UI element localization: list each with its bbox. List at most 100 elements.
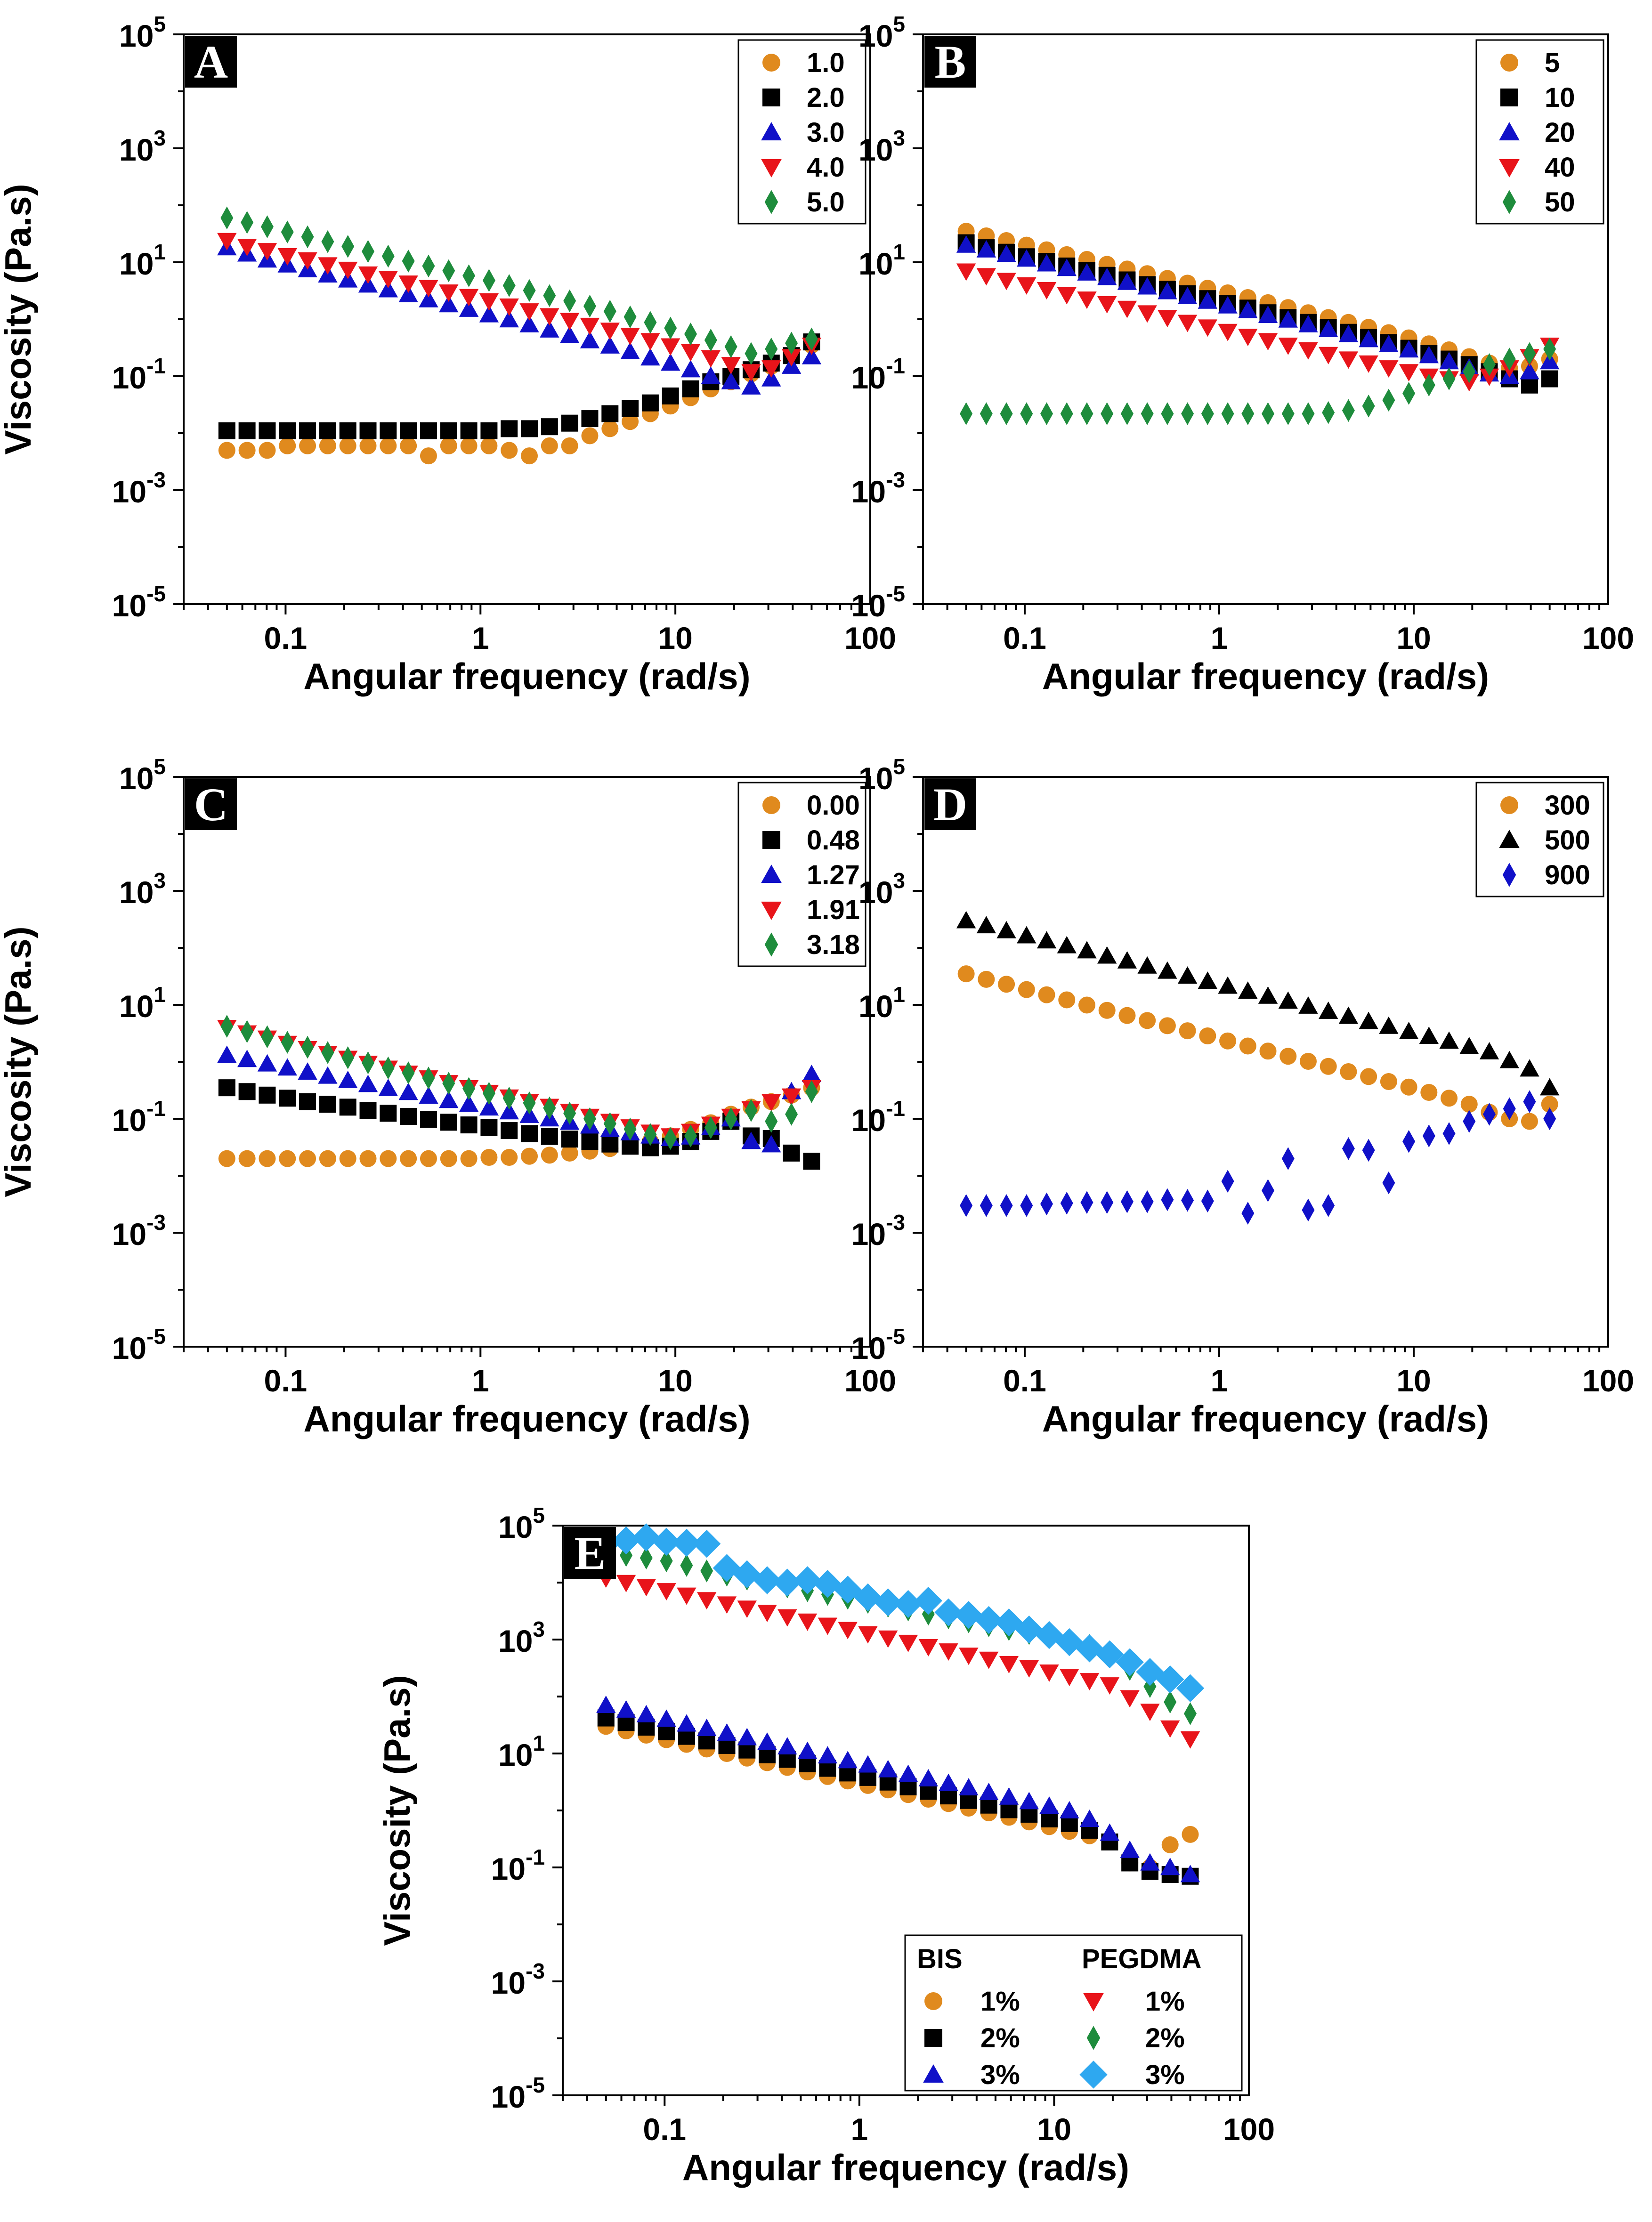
data-point <box>279 422 296 439</box>
data-point <box>279 1090 296 1107</box>
data-point <box>1040 1192 1053 1216</box>
data-point <box>596 1696 616 1713</box>
legend-box <box>737 782 866 967</box>
data-point <box>1318 1002 1338 1019</box>
data-point <box>460 437 478 454</box>
data-point <box>996 244 1016 262</box>
series-1 <box>956 911 1560 1096</box>
data-point <box>521 420 538 437</box>
data-point <box>1463 1110 1476 1133</box>
data-point <box>956 235 976 253</box>
data-point <box>1479 368 1499 386</box>
data-point <box>321 1041 334 1064</box>
legend-label: 2% <box>1145 2023 1185 2053</box>
legend-box <box>1475 39 1604 225</box>
data-point <box>1442 367 1456 390</box>
data-point <box>1077 941 1097 959</box>
data-point <box>894 1590 923 1618</box>
data-point <box>701 366 721 384</box>
data-point <box>1281 402 1295 425</box>
data-point <box>1179 1022 1196 1040</box>
data-point <box>1539 352 1560 370</box>
x-tick-label: 0.1 <box>643 2112 686 2147</box>
data-point <box>1020 1194 1033 1217</box>
data-point <box>299 1093 316 1110</box>
legend-marker <box>762 796 780 814</box>
data-point <box>378 271 398 289</box>
data-point <box>745 1099 758 1122</box>
data-point <box>480 422 498 439</box>
data-point <box>1075 1634 1104 1663</box>
y-tick-label: 101 <box>858 240 905 281</box>
data-point <box>999 1656 1019 1673</box>
y-tick-label: 101 <box>498 1731 545 1772</box>
data-point <box>624 305 637 329</box>
legend-label: 50 <box>1545 187 1575 218</box>
data-point <box>1400 1078 1417 1096</box>
data-point <box>1141 402 1154 425</box>
data-point <box>1298 315 1318 332</box>
panel-letter: B <box>935 36 966 88</box>
data-point <box>1079 1810 1100 1827</box>
data-point <box>218 442 235 459</box>
data-point <box>402 250 415 273</box>
data-point <box>600 323 620 340</box>
data-point <box>956 911 976 929</box>
data-point <box>641 394 659 412</box>
data-point <box>644 1123 657 1146</box>
data-point <box>1441 1090 1458 1107</box>
legend-group-title: BIS <box>917 1944 963 1974</box>
data-point <box>541 437 558 454</box>
data-point <box>1100 1677 1120 1695</box>
legend-label: 20 <box>1545 117 1575 148</box>
data-point <box>960 1194 973 1217</box>
data-point <box>1521 376 1538 394</box>
series-2 <box>217 238 822 395</box>
data-point <box>622 1138 639 1155</box>
data-point <box>684 323 697 346</box>
data-point <box>622 400 639 417</box>
data-point <box>1221 1170 1234 1193</box>
data-point <box>1279 1048 1297 1065</box>
legend-label: 3.18 <box>807 929 860 960</box>
data-point <box>339 422 356 439</box>
data-point <box>1095 1640 1124 1669</box>
y-tick-label: 105 <box>119 754 166 796</box>
data-point <box>1000 1194 1013 1217</box>
data-point <box>1241 1202 1255 1225</box>
x-axis-title: Angular frequency (rad/s) <box>303 655 750 697</box>
data-point <box>380 437 397 454</box>
data-point <box>741 364 761 382</box>
data-point <box>543 1096 556 1120</box>
data-point <box>422 1067 435 1090</box>
data-point <box>540 308 559 326</box>
data-point <box>1182 1826 1199 1843</box>
y-tick-label: 10-3 <box>112 1210 166 1252</box>
y-tick-label: 10-3 <box>851 468 905 509</box>
panel-letter-box <box>185 36 237 88</box>
data-point <box>259 1150 276 1167</box>
data-point <box>996 273 1016 291</box>
data-point <box>1422 373 1435 397</box>
legend-label: 5 <box>1545 48 1560 78</box>
data-point <box>217 233 237 250</box>
data-point <box>1399 364 1419 382</box>
data-point <box>381 1056 395 1080</box>
data-point <box>696 1592 717 1610</box>
legend-label: 900 <box>1545 860 1590 890</box>
legend-marker <box>762 54 780 72</box>
data-point <box>238 1150 256 1167</box>
legend-label: 10 <box>1545 82 1575 113</box>
data-point <box>960 402 973 425</box>
panel-e: 105 103 101 10-1 10-3 10-5 0.1 1 10 100 Angular fr… <box>376 1503 1275 2188</box>
legend-marker <box>764 932 778 957</box>
data-point <box>996 921 1016 938</box>
y-tick-label: 10-5 <box>851 1324 905 1366</box>
data-point <box>1342 399 1355 422</box>
data-point <box>640 1546 653 1570</box>
data-point <box>281 220 294 243</box>
data-point <box>1040 402 1053 425</box>
legend-label: 1% <box>980 1986 1020 2017</box>
